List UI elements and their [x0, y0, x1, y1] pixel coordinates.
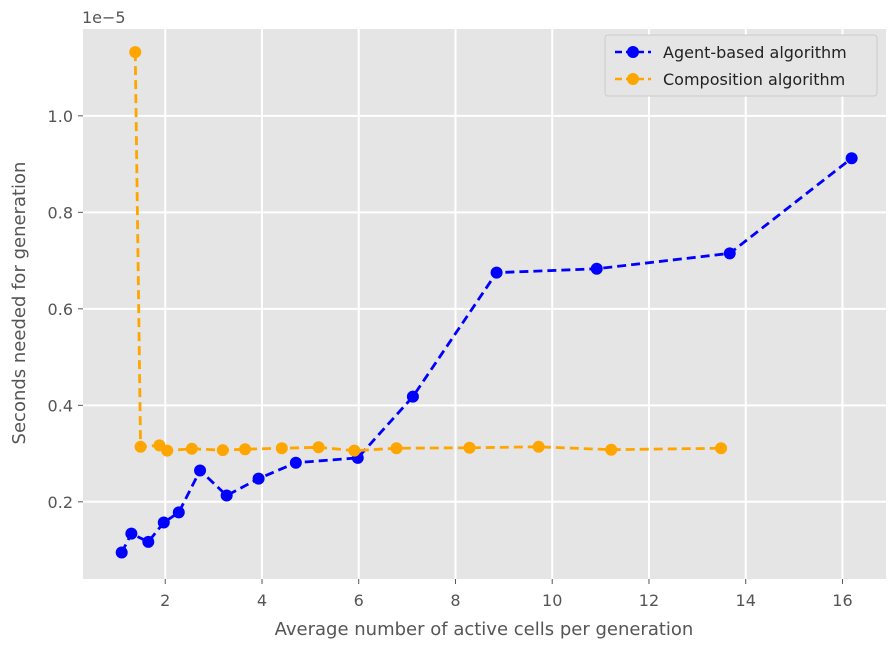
data-point-1	[134, 440, 147, 453]
y-axis-ticks: 0.2 0.4 0.6 0.8 1.0	[48, 107, 83, 512]
legend: Agent-based algorithm Composition algori…	[604, 34, 878, 97]
plot-background	[83, 29, 886, 579]
x-tick-label: 16	[832, 591, 852, 610]
legend-marker-composition	[627, 73, 639, 85]
legend-box	[604, 34, 878, 97]
y-offset-label: 1e−5	[82, 8, 126, 27]
data-point-0	[289, 456, 302, 469]
y-tick-label: 0.4	[48, 396, 73, 415]
data-point-1	[312, 441, 325, 454]
data-point-0	[115, 546, 128, 559]
data-point-0	[142, 535, 155, 548]
data-point-1	[605, 443, 618, 456]
legend-label-agent: Agent-based algorithm	[663, 43, 847, 62]
y-tick-label: 1.0	[48, 107, 73, 126]
data-point-0	[723, 247, 736, 260]
data-point-1	[129, 46, 142, 59]
x-tick-label: 8	[450, 591, 460, 610]
x-axis-ticks: 2 4 6 8 10 12 14 16	[160, 579, 853, 610]
data-point-0	[590, 262, 603, 275]
y-tick-label: 0.2	[48, 493, 73, 512]
y-tick-label: 0.8	[48, 203, 73, 222]
x-tick-label: 2	[160, 591, 170, 610]
data-point-1	[463, 441, 476, 454]
data-point-0	[157, 516, 170, 529]
data-point-1	[390, 442, 403, 455]
data-point-1	[275, 442, 288, 455]
y-axis-label: Seconds needed for generation	[9, 162, 30, 445]
data-point-1	[185, 442, 198, 455]
data-point-0	[406, 390, 419, 403]
data-point-1	[532, 440, 545, 453]
legend-label-composition: Composition algorithm	[663, 70, 845, 89]
grid	[83, 29, 886, 579]
data-point-0	[194, 464, 207, 477]
legend-marker-agent	[627, 46, 639, 58]
data-point-1	[216, 444, 229, 457]
x-tick-label: 14	[736, 591, 756, 610]
data-point-0	[490, 266, 503, 279]
data-point-0	[845, 152, 858, 165]
x-axis-label: Average number of active cells per gener…	[275, 619, 694, 640]
series-layer	[115, 46, 858, 559]
data-point-1	[348, 444, 361, 457]
y-tick-label: 0.6	[48, 300, 73, 319]
x-tick-label: 12	[639, 591, 659, 610]
data-point-1	[161, 444, 174, 457]
x-tick-label: 4	[257, 591, 267, 610]
data-point-1	[715, 442, 728, 455]
x-tick-label: 6	[354, 591, 364, 610]
data-point-0	[125, 527, 138, 540]
data-point-1	[239, 443, 252, 456]
data-point-0	[172, 506, 185, 519]
data-point-0	[252, 472, 265, 485]
x-tick-label: 10	[542, 591, 562, 610]
data-point-0	[220, 489, 233, 502]
